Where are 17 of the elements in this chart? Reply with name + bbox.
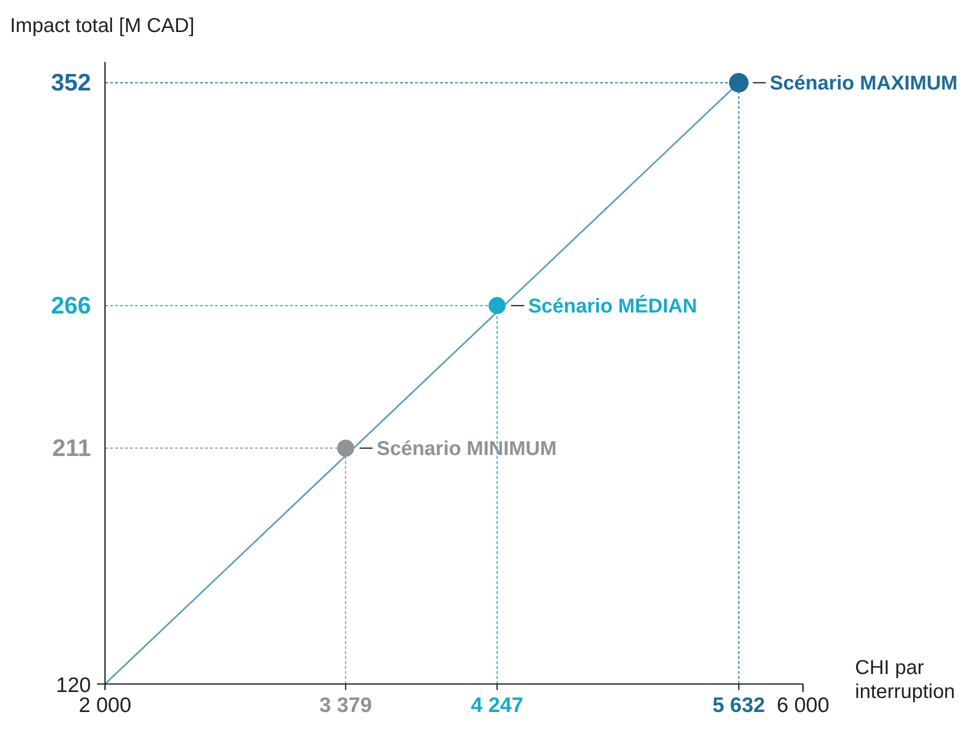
x-tick-label: 2 000 [78, 694, 132, 717]
x-tick-label: 5 632 [712, 694, 766, 717]
x-tick-label: 3 379 [319, 694, 372, 717]
y-tick-label: 211 [52, 435, 91, 462]
x-axis-title: CHI par interruption [855, 657, 956, 703]
y-tick-label: 120 [56, 674, 91, 697]
x-tick-label: 6 000 [776, 694, 830, 717]
series-label: Scénario MAXIMUM [770, 72, 958, 95]
point [729, 72, 749, 92]
series-label: Scénario MÉDIAN [528, 294, 698, 318]
x-tick-label: 4 247 [470, 694, 524, 717]
y-tick-label: 266 [50, 292, 91, 320]
y-axis-title: Impact total [M CAD] [10, 15, 194, 37]
point [488, 297, 506, 314]
y-tick-label: 352 [50, 70, 91, 97]
series-label: Scénario MINIMUM [376, 438, 557, 460]
point [337, 440, 354, 457]
